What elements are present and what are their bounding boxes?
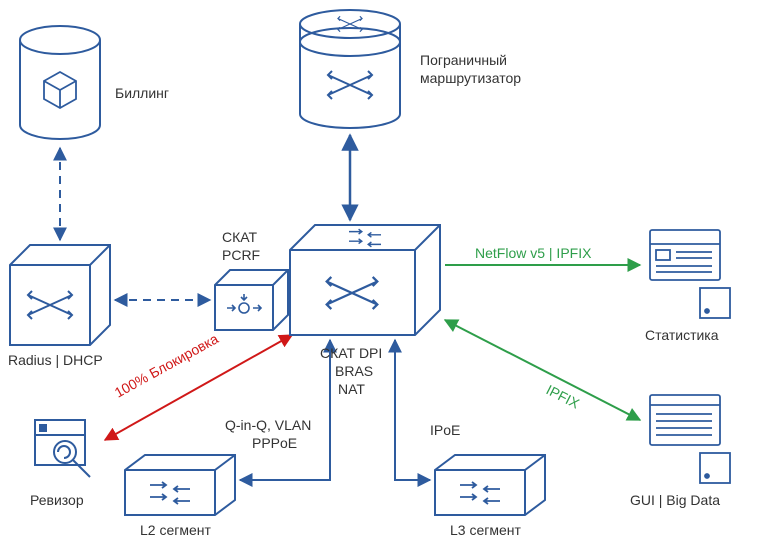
label-l2: L2 сегмент bbox=[140, 522, 211, 538]
label-ipoe: IPoE bbox=[430, 422, 460, 438]
label-revizor: Ревизор bbox=[30, 492, 84, 508]
node-gui: GUI | Big Data bbox=[630, 395, 730, 508]
label-dpi-1: СКАТ DPI bbox=[320, 345, 382, 361]
edge-dpi-l2 bbox=[240, 340, 330, 480]
node-revizor: Ревизор bbox=[30, 420, 90, 508]
label-billing: Биллинг bbox=[115, 85, 169, 101]
label-ipfix: IPFIX bbox=[544, 381, 583, 411]
node-l2: L2 сегмент bbox=[125, 455, 235, 538]
label-border-router-1: Пограничный bbox=[420, 52, 507, 68]
node-stats: Статистика bbox=[645, 230, 730, 343]
label-qinq-1: Q-in-Q, VLAN bbox=[225, 417, 311, 433]
label-l3: L3 сегмент bbox=[450, 522, 521, 538]
label-pcrf-2: PCRF bbox=[222, 247, 260, 263]
node-billing: Биллинг bbox=[20, 26, 169, 139]
label-dpi-2: BRAS bbox=[335, 363, 373, 379]
label-gui: GUI | Big Data bbox=[630, 492, 720, 508]
label-radius: Radius | DHCP bbox=[8, 352, 103, 368]
node-skat-dpi: СКАТ DPI BRAS NAT bbox=[290, 225, 440, 397]
label-pcrf-1: СКАТ bbox=[222, 229, 258, 245]
label-block: 100% Блокировка bbox=[112, 330, 221, 400]
node-skat-pcrf: СКАТ PCRF bbox=[215, 229, 288, 330]
label-border-router-2: маршрутизатор bbox=[420, 70, 521, 86]
node-l3: L3 сегмент bbox=[435, 455, 545, 538]
label-stats: Статистика bbox=[645, 327, 719, 343]
label-dpi-3: NAT bbox=[338, 381, 365, 397]
edge-dpi-gui bbox=[445, 320, 640, 420]
node-radius: Radius | DHCP bbox=[8, 245, 110, 368]
label-qinq-2: PPPoE bbox=[252, 435, 297, 451]
label-netflow: NetFlow v5 | IPFIX bbox=[475, 245, 592, 261]
edge-dpi-l3 bbox=[395, 340, 430, 480]
node-border-router: Пограничный маршрутизатор bbox=[300, 10, 521, 128]
